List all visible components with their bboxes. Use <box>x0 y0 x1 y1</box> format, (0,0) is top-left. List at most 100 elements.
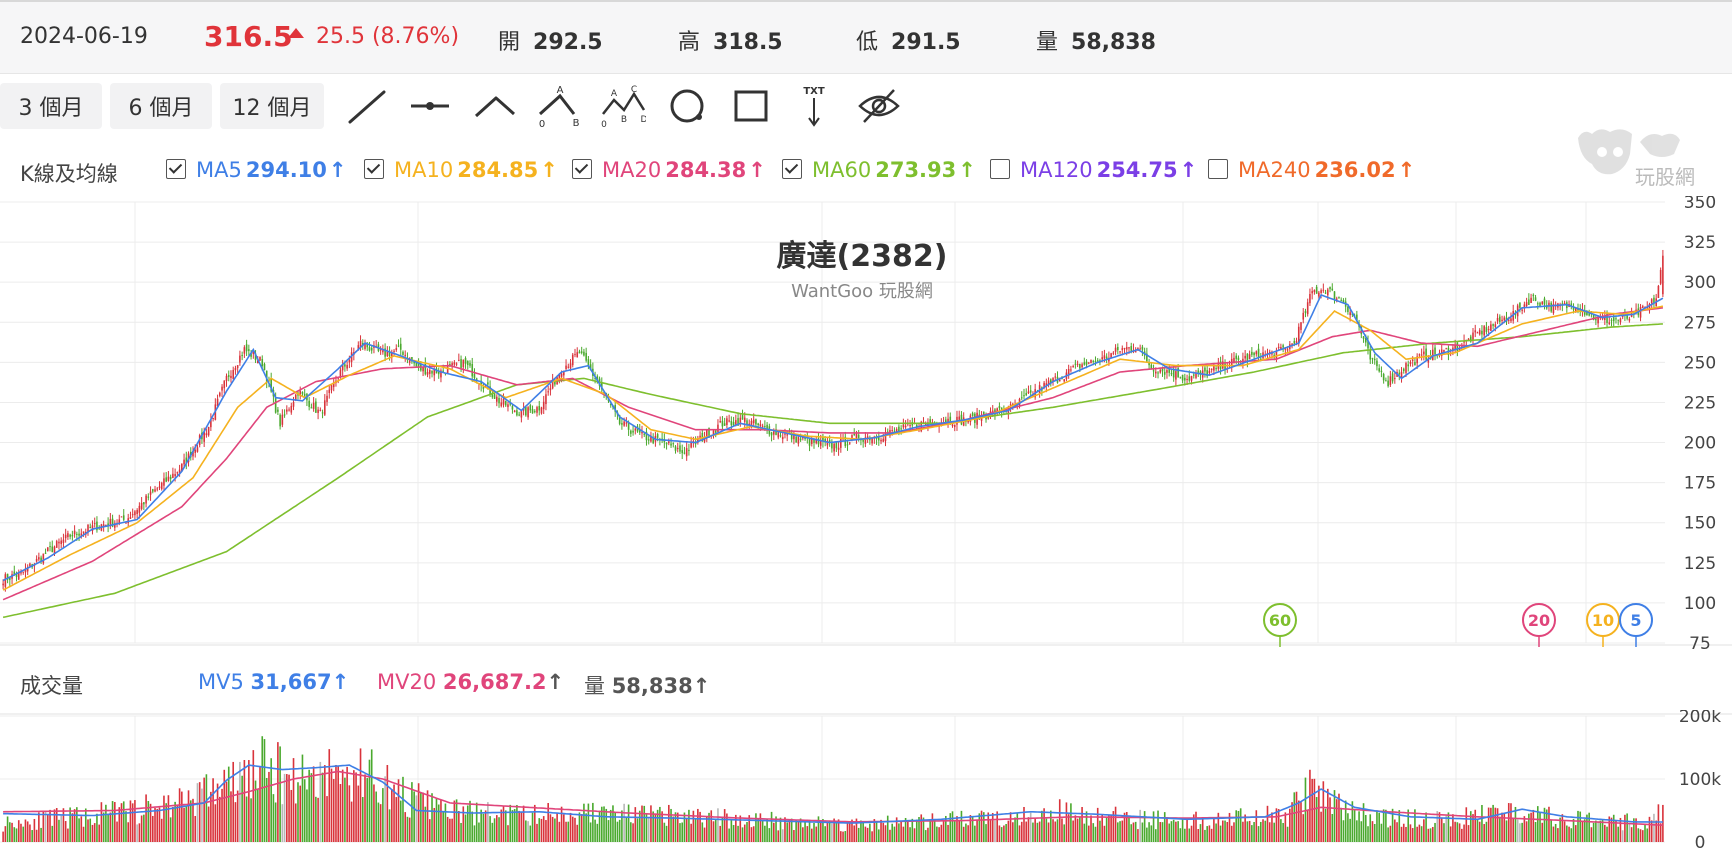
volume-bar <box>634 807 637 842</box>
candlestick <box>647 439 650 441</box>
volume-bar <box>489 816 491 842</box>
volume-bar <box>844 831 847 842</box>
candlestick <box>69 534 71 537</box>
candlestick <box>1572 307 1575 310</box>
ma5-checkbox[interactable] <box>166 159 186 179</box>
candlestick <box>1650 299 1653 304</box>
candlestick <box>174 474 176 477</box>
volume-bar <box>205 774 208 842</box>
price-chart[interactable]: 75 100 125 150 175 200 225 250 275 300 325 350 廣達(2… <box>0 196 1732 651</box>
candlestick <box>234 368 237 371</box>
volume-bar <box>630 822 632 842</box>
volume-bar <box>1494 807 1497 842</box>
volume-bar <box>900 821 902 842</box>
volume-bar <box>321 772 324 842</box>
candlestick <box>525 406 527 416</box>
volume-bar <box>236 790 239 842</box>
ma20-checkbox[interactable] <box>572 159 592 179</box>
candlestick <box>1454 345 1456 351</box>
mv20-line <box>3 770 1663 826</box>
ma5-legend-item[interactable]: MA5 294.10↑ <box>166 158 347 182</box>
abcd-pattern-tool-icon[interactable]: A C 0 B D <box>600 84 646 128</box>
ma60-checkbox[interactable] <box>782 159 802 179</box>
circle-tool-icon[interactable] <box>664 84 710 128</box>
candlestick <box>1117 347 1119 351</box>
volume-bar <box>1235 810 1238 842</box>
candlestick <box>708 428 710 438</box>
volume-bar <box>755 813 757 842</box>
candlestick <box>1490 324 1492 331</box>
volume-bar <box>1505 820 1508 842</box>
candlestick <box>558 374 561 379</box>
volume-bar <box>261 736 264 842</box>
volume-bar <box>1324 808 1327 842</box>
volume-bar <box>1259 821 1262 842</box>
ma10-checkbox[interactable] <box>364 159 384 179</box>
volume-bar <box>612 805 614 842</box>
ma20-legend-item[interactable]: MA20 284.38↑ <box>572 158 766 182</box>
volume-bar <box>967 825 969 842</box>
volume-chart[interactable]: 0 100k 200k <box>0 710 1732 856</box>
volume-bar <box>274 802 277 842</box>
candlestick <box>1172 370 1175 378</box>
volume-bar <box>1507 803 1510 842</box>
volume-bar <box>547 803 549 842</box>
abc-pattern-tool-icon[interactable]: A 0 B <box>536 84 582 128</box>
range-3m-button[interactable]: 3 個月 <box>0 83 102 129</box>
volume-bar <box>1282 822 1284 842</box>
volume-bar <box>1018 825 1021 842</box>
range-12m-button[interactable]: 12 個月 <box>220 83 324 129</box>
candlestick <box>154 489 156 492</box>
volume-bar <box>1512 818 1515 842</box>
candlestick <box>357 345 360 351</box>
volume-bar <box>516 804 518 842</box>
volume-bar <box>332 779 335 842</box>
volume-bar <box>433 807 436 842</box>
volume-bar <box>458 811 460 842</box>
volume-bar <box>1318 785 1320 842</box>
candlestick <box>230 375 232 378</box>
volume-bar <box>315 796 317 842</box>
candlestick <box>440 370 442 378</box>
volume-bar <box>93 823 96 842</box>
candlestick <box>748 423 751 425</box>
candlestick <box>1027 391 1030 394</box>
candlestick <box>482 386 485 389</box>
candlestick <box>328 389 331 393</box>
text-arrow-tool-icon[interactable]: TXT <box>791 84 837 128</box>
volume-bar <box>1456 822 1459 842</box>
ma240-legend-item[interactable]: MA240 236.02↑ <box>1208 158 1415 182</box>
volume-bar <box>585 813 587 842</box>
candlestick <box>192 450 194 457</box>
ma120-legend-item[interactable]: MA120 254.75↑ <box>990 158 1197 182</box>
ma240-checkbox[interactable] <box>1208 159 1228 179</box>
candlestick <box>283 414 286 416</box>
volume-bar <box>1233 822 1235 842</box>
volume-bar <box>361 797 364 842</box>
volume-bar <box>58 819 60 842</box>
range-6m-button[interactable]: 6 個月 <box>110 83 212 129</box>
line-tool-icon[interactable] <box>344 84 390 128</box>
ma10-legend-item[interactable]: MA10 284.85↑ <box>364 158 558 182</box>
candlestick <box>1472 332 1474 341</box>
candlestick <box>853 433 856 435</box>
ma120-checkbox[interactable] <box>990 159 1010 179</box>
volume-bar <box>638 810 641 842</box>
polyline-tool-icon[interactable] <box>472 84 518 128</box>
candlestick <box>670 443 672 446</box>
candlestick <box>243 347 246 354</box>
volume-bar <box>1552 826 1555 842</box>
hide-drawings-icon[interactable] <box>856 84 902 128</box>
candlestick <box>80 533 83 537</box>
ma60-legend-item[interactable]: MA60 273.93↑ <box>782 158 976 182</box>
candlestick <box>641 431 643 434</box>
candlestick <box>533 411 536 413</box>
rectangle-tool-icon[interactable] <box>728 84 774 128</box>
candlestick <box>1548 302 1550 306</box>
volume-bar <box>408 817 411 842</box>
volume-bar <box>1646 828 1649 842</box>
horizontal-line-tool-icon[interactable] <box>407 84 453 128</box>
volume-bar <box>1237 810 1240 842</box>
volume-bar <box>1487 807 1490 842</box>
volume-bar <box>1213 818 1215 842</box>
